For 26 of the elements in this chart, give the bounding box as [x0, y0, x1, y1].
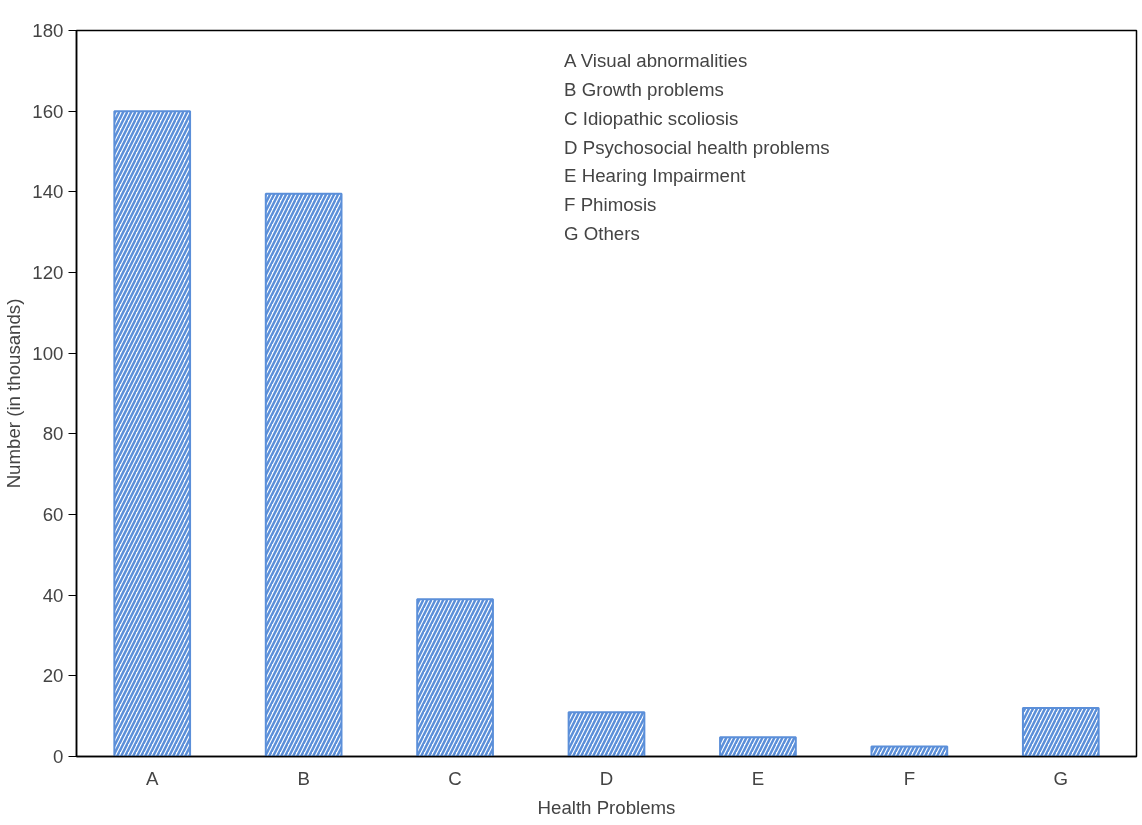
x-tick-label: G: [1053, 767, 1069, 789]
y-tick-label: 120: [32, 262, 64, 283]
y-tick-label: 140: [32, 181, 64, 203]
annotation: E Hearing Impairment: [564, 165, 747, 187]
y-axis-title: Number (in thousands): [3, 298, 25, 489]
annotation: C Idiopathic scoliosis: [564, 107, 739, 129]
x-tick-label: F: [903, 767, 916, 789]
y-tick-label: 160: [32, 100, 64, 122]
x-tick-label: D: [599, 767, 614, 789]
x-tick-label: A: [145, 767, 159, 789]
y-tick-label: 80: [42, 423, 64, 445]
y-tick-label: 0: [53, 746, 64, 767]
x-tick-label: C: [448, 767, 462, 789]
annotation: D Psychosocial health problems: [564, 136, 830, 158]
x-tick-label: B: [297, 767, 310, 789]
annotation: B Growth problems: [564, 79, 724, 101]
y-tick-label: 100: [32, 342, 64, 364]
y-tick-label: 20: [42, 665, 64, 687]
annotation: F Phimosis: [564, 193, 657, 215]
annotation: A Visual abnormalities: [564, 50, 748, 72]
x-tick-label: E: [751, 767, 765, 789]
y-tick-label: 40: [42, 584, 64, 606]
x-axis-title: Health Problems: [537, 796, 676, 818]
y-tick-label: 180: [32, 20, 64, 41]
annotation: G Others: [564, 222, 640, 244]
y-tick-label: 60: [42, 504, 64, 525]
